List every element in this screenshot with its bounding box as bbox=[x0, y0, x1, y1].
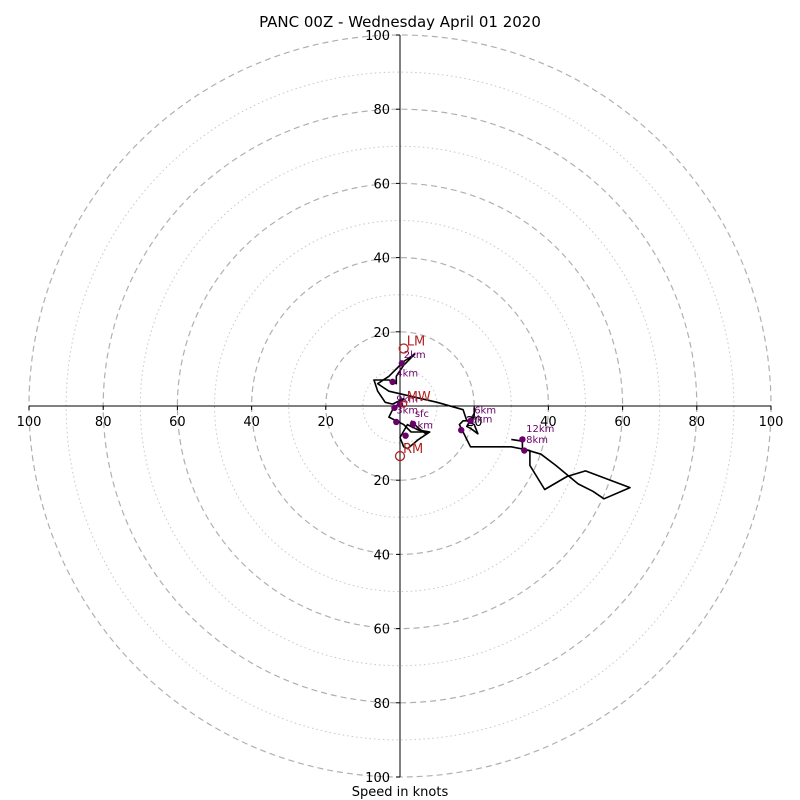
height-marker-1km bbox=[393, 418, 400, 426]
x-tick-label: 80 bbox=[95, 415, 112, 430]
y-tick-label: 60 bbox=[373, 623, 390, 638]
y-tick-label: 20 bbox=[373, 474, 390, 489]
height-marker-12km bbox=[398, 360, 406, 367]
height-label-6km: 6km bbox=[474, 405, 496, 416]
y-tick-labels: 100 80 60 40 20 20 40 60 80 100 bbox=[365, 29, 400, 786]
wind-trace bbox=[373, 353, 631, 500]
height-label-8km: 8km bbox=[526, 435, 548, 446]
y-tick-label: 60 bbox=[373, 177, 390, 192]
y-tick-label: 80 bbox=[373, 697, 390, 712]
height-label-sfc: sfc bbox=[415, 409, 429, 420]
storm-motion-label-mw: MW bbox=[407, 390, 431, 405]
height-marker-6km bbox=[467, 417, 474, 425]
x-tick-label: 100 bbox=[17, 415, 42, 430]
height-label-9km: 9km bbox=[396, 394, 418, 405]
height-label-12km: 12km bbox=[526, 424, 554, 435]
height-label-4km: 4km bbox=[396, 368, 418, 379]
y-tick-label: 100 bbox=[365, 771, 390, 786]
y-tick-label: 20 bbox=[373, 326, 390, 341]
hodograph-trace bbox=[373, 353, 631, 500]
x-tick-label: 60 bbox=[169, 415, 186, 430]
storm-motion-marker-rm bbox=[394, 450, 406, 462]
x-tick-label: 40 bbox=[540, 415, 557, 430]
x-tick-label: 80 bbox=[689, 415, 706, 430]
height-label-3km: 3km bbox=[396, 405, 418, 416]
x-tick-label: 20 bbox=[318, 415, 335, 430]
y-tick-label: 80 bbox=[373, 103, 390, 118]
height-marker-5km bbox=[391, 404, 398, 412]
storm-motion-marker-lm bbox=[398, 343, 409, 354]
storm-motion-markers: LM MW RM bbox=[394, 334, 431, 462]
storm-motion-label-rm: RM bbox=[403, 442, 423, 457]
storm-motion-marker-mw bbox=[400, 400, 408, 408]
height-marker-4km bbox=[389, 378, 396, 386]
height-label-2km: 2km bbox=[470, 415, 492, 426]
height-label-1km: 1km bbox=[411, 420, 433, 431]
x-tick-label: 60 bbox=[614, 415, 631, 430]
height-marker-3km bbox=[402, 432, 409, 439]
storm-motion-label-lm: LM bbox=[407, 334, 425, 349]
y-tick-label: 40 bbox=[373, 548, 390, 563]
height-marker-sfc bbox=[409, 420, 417, 428]
height-marker-2km bbox=[458, 426, 465, 434]
chart-title: PANC 00Z - Wednesday April 01 2020 bbox=[259, 13, 541, 31]
x-tick-label: 100 bbox=[759, 415, 784, 430]
height-marker-8km bbox=[521, 447, 528, 454]
height-label-2km: 2km bbox=[404, 350, 426, 361]
y-tick-label: 100 bbox=[365, 29, 390, 44]
x-tick-label: 40 bbox=[243, 415, 260, 430]
y-tick-label: 40 bbox=[373, 252, 390, 267]
height-marker-12km bbox=[519, 436, 526, 443]
x-tick-labels: 100 80 60 40 20 20 40 60 80 100 bbox=[17, 406, 784, 430]
x-axis-label: Speed in knots bbox=[352, 785, 449, 800]
